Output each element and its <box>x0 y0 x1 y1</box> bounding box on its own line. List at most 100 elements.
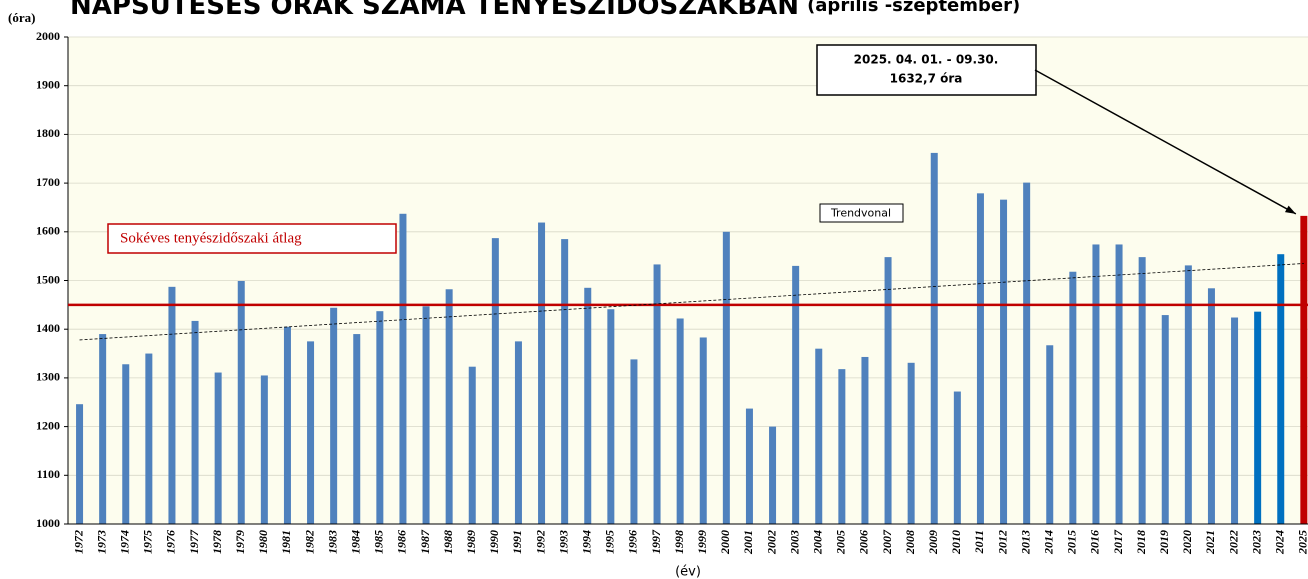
bar <box>699 337 707 524</box>
x-tick-label: 2010 <box>949 530 963 555</box>
reference-label-box <box>107 223 397 254</box>
bar <box>330 307 338 524</box>
bar <box>99 334 107 524</box>
bar <box>260 375 268 524</box>
x-tick-label: 1976 <box>164 530 178 554</box>
bar <box>1138 257 1146 524</box>
x-tick-label: 1987 <box>418 529 432 554</box>
y-tick-label: 2000 <box>36 29 60 43</box>
bar <box>838 369 846 524</box>
y-tick-label: 1400 <box>36 321 60 335</box>
x-tick-label: 2007 <box>880 529 894 555</box>
bar <box>769 426 777 524</box>
bar <box>122 364 130 524</box>
bar <box>884 257 892 524</box>
x-tick-label: 2016 <box>1088 530 1102 555</box>
bar <box>491 238 499 525</box>
x-tick-label: 1978 <box>210 530 224 554</box>
trendline-label: Trendvonal <box>830 207 891 220</box>
trendline-label-box <box>819 203 904 223</box>
x-tick-label: 1975 <box>141 530 155 554</box>
x-tick-label: 1997 <box>649 529 663 554</box>
bar <box>307 341 315 524</box>
annotation-text: 2025. 04. 01. - 09.30. <box>854 53 999 67</box>
x-tick-label: 2025 <box>1296 530 1308 555</box>
x-tick-label: 1981 <box>279 530 293 554</box>
x-tick-label: 1995 <box>603 530 617 554</box>
bar <box>653 264 661 524</box>
y-tick-label: 1900 <box>36 77 60 91</box>
x-tick-label: 1973 <box>94 530 108 554</box>
x-tick-label: 1989 <box>464 530 478 554</box>
bar <box>584 287 592 524</box>
y-tick-label: 1100 <box>37 467 60 481</box>
bar <box>168 286 176 524</box>
x-tick-label: 1986 <box>395 530 409 554</box>
x-tick-label: 2017 <box>1111 529 1125 555</box>
x-tick-label: 2013 <box>1018 530 1032 555</box>
x-tick-label: 1983 <box>325 530 339 554</box>
chart-title: NAPSÜTÉSES ÓRÁK SZÁMA TENYÉSZIDŐSZAKBAN (… <box>70 0 1020 21</box>
x-tick-label: 2005 <box>834 530 848 555</box>
bar <box>538 222 546 524</box>
bar <box>283 326 291 524</box>
x-tick-label: 1979 <box>233 530 247 554</box>
bar <box>607 309 615 524</box>
x-tick-label: 2004 <box>811 530 825 555</box>
y-axis-label: (óra) <box>8 10 35 25</box>
bar <box>1277 254 1285 524</box>
x-tick-label: 1982 <box>302 530 316 554</box>
bar <box>676 318 684 524</box>
bar <box>1069 271 1077 524</box>
bar <box>1092 244 1100 524</box>
x-tick-label: 2000 <box>718 530 732 555</box>
bar <box>1231 317 1239 524</box>
bar <box>745 408 753 524</box>
x-tick-label: 1996 <box>626 530 640 554</box>
annotation-text: 1632,7 óra <box>890 72 963 86</box>
y-tick-label: 1200 <box>36 418 60 432</box>
x-tick-label: 2018 <box>1134 530 1148 555</box>
bar <box>422 306 430 524</box>
x-tick-label: 2023 <box>1249 530 1263 555</box>
bar <box>214 372 222 524</box>
x-tick-label: 2015 <box>1065 530 1079 555</box>
bar <box>722 231 730 525</box>
y-tick-label: 1600 <box>36 224 60 238</box>
y-tick-label: 1500 <box>36 272 60 286</box>
bar <box>514 341 522 524</box>
x-tick-label: 2008 <box>903 530 917 555</box>
x-tick-label: 2001 <box>741 530 755 555</box>
x-tick-label: 2019 <box>1157 530 1171 555</box>
bar <box>76 404 84 524</box>
bar <box>1254 311 1262 524</box>
x-tick-label: 1988 <box>441 530 455 554</box>
bar <box>399 213 407 524</box>
x-tick-label: 1993 <box>556 530 570 554</box>
x-tick-label: 1980 <box>256 530 270 554</box>
x-tick-label: 1977 <box>187 529 201 554</box>
x-tick-label: 2012 <box>995 530 1009 555</box>
bar <box>145 353 153 524</box>
bar <box>1300 215 1308 524</box>
x-tick-label: 1992 <box>533 530 547 554</box>
x-tick-label: 2020 <box>1180 530 1194 555</box>
reference-label: Sokéves tenyészidőszaki átlag <box>120 230 302 246</box>
bar <box>468 366 476 524</box>
bar <box>1023 182 1031 524</box>
bar <box>953 391 961 524</box>
bar <box>376 311 384 524</box>
bar <box>237 280 245 524</box>
x-tick-label: 1972 <box>71 530 85 554</box>
bar <box>1184 265 1192 524</box>
bar <box>815 348 823 524</box>
y-tick-label: 1700 <box>36 175 60 189</box>
x-tick-label: 2003 <box>787 530 801 555</box>
bar <box>861 356 869 524</box>
bar <box>930 152 938 524</box>
x-tick-label: 2011 <box>972 530 986 554</box>
x-tick-label: 2014 <box>1042 530 1056 555</box>
bar <box>1161 315 1169 524</box>
x-tick-label: 1994 <box>580 530 594 554</box>
